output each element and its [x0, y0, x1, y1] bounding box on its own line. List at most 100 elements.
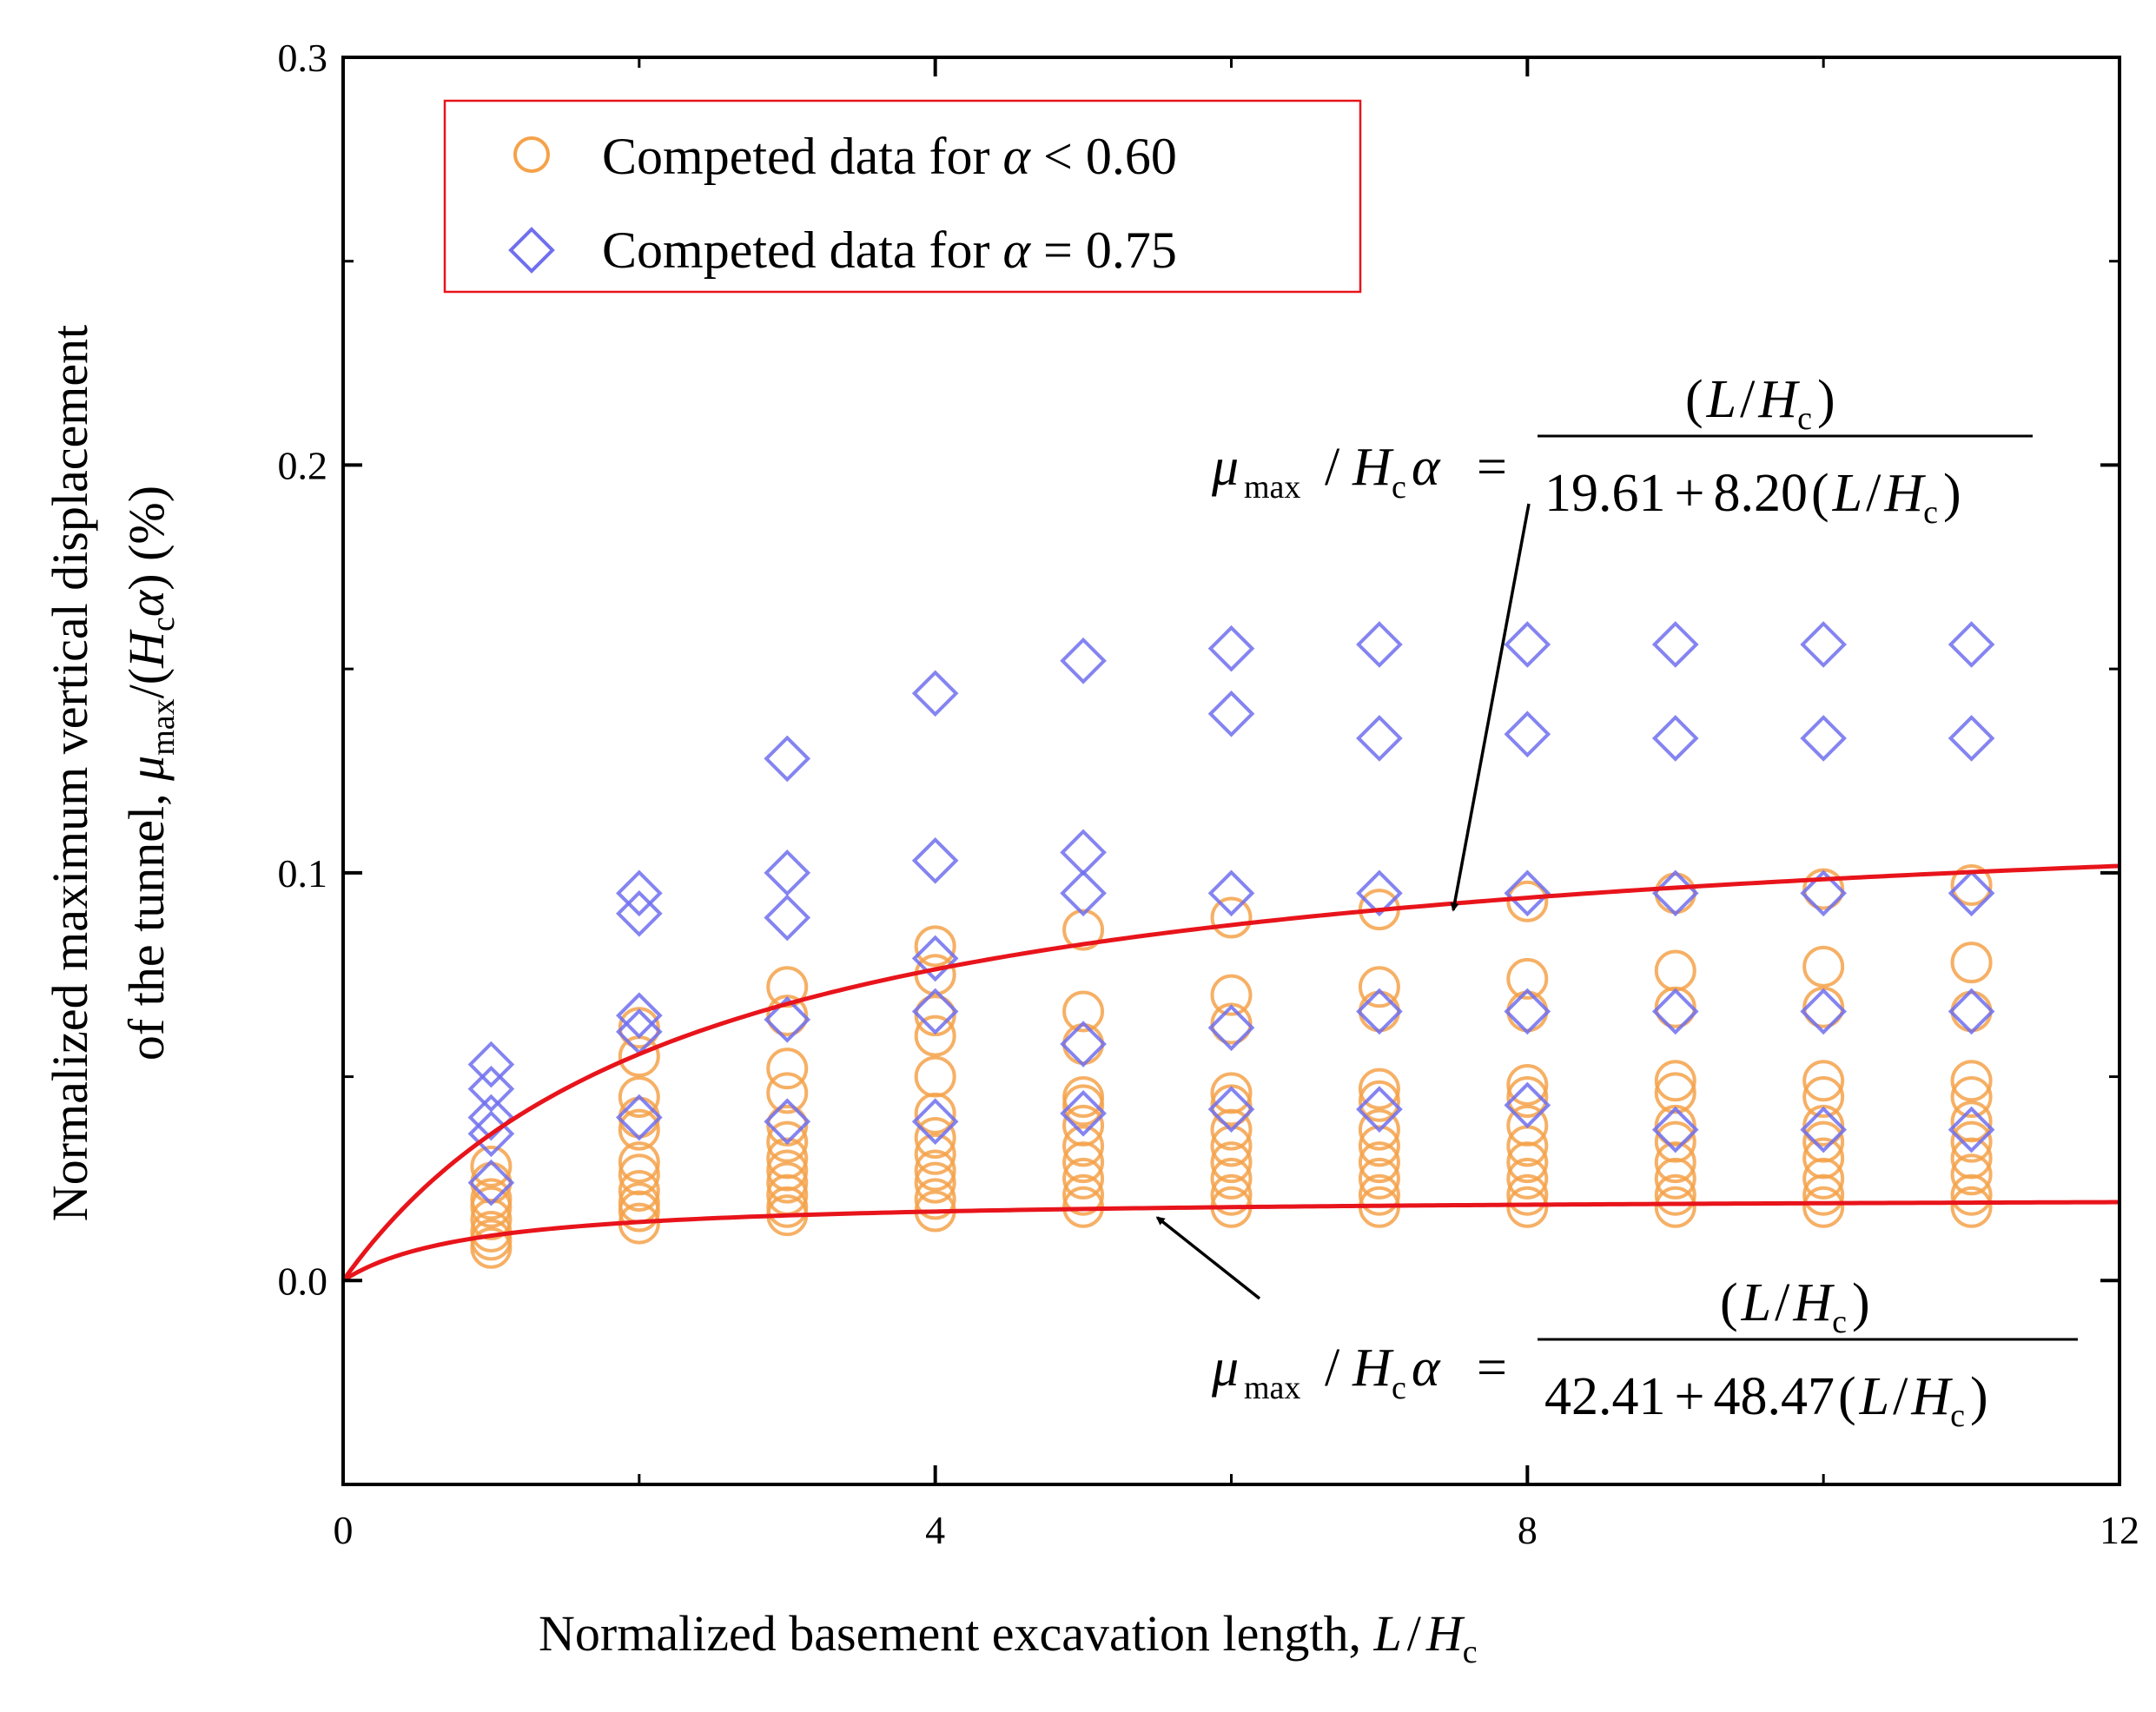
legend-marker-diamond: [508, 227, 555, 274]
circle-point-0-42: [914, 925, 956, 968]
svg-text:=: =: [1477, 1339, 1507, 1398]
x-tick-label: 4: [925, 1508, 945, 1552]
circle-point-0-119: [1950, 863, 1993, 906]
y-tick-label: 0.1: [278, 851, 328, 896]
diamond-point-1-44: [1651, 621, 1699, 668]
diamond-point-1-5: [616, 1094, 663, 1141]
circle-point-0-111: [1950, 1153, 1993, 1196]
circle-point-0-53: [1062, 909, 1105, 951]
circle-point-0-85: [1506, 957, 1549, 1000]
diamond-point-1-53: [1948, 715, 1995, 762]
diamond-point-1-12: [764, 894, 811, 942]
legend-entry-2: Competed data for α = 0.75: [602, 221, 1177, 279]
circle-point-0-68: [1358, 1141, 1400, 1184]
diamond-point-1-30: [1356, 1086, 1403, 1133]
diamond-point-1-33: [1356, 715, 1403, 762]
fit-curve-layer: [341, 863, 2120, 1283]
circle-point-0-58: [1210, 1125, 1253, 1167]
diamond-point-1-43: [1651, 715, 1699, 762]
circle-point-0-44: [1062, 1173, 1105, 1216]
equation-upper: μ max / H c α = (L/Hc) 19.61 +8.20(L/Hc): [1211, 370, 2033, 912]
circle-point-0-63: [1210, 974, 1253, 1016]
circle-point-0-52: [1062, 990, 1105, 1033]
circle-point-0-25: [766, 1120, 809, 1163]
circle-point-0-14: [618, 1108, 660, 1151]
circle-point-0-56: [1210, 1157, 1253, 1200]
diamond-point-1-20: [1060, 1089, 1107, 1137]
circle-point-0-27: [766, 1072, 809, 1114]
diamond-point-1-10: [764, 1098, 811, 1146]
diamond-point-1-31: [1356, 988, 1403, 1035]
svg-text:(L/Hc): (L/Hc): [1685, 370, 1835, 437]
circle-point-0-74: [1358, 966, 1400, 1008]
data-layer: [467, 621, 1995, 1269]
circle-point-0-66: [1358, 1173, 1400, 1216]
circle-point-0-115: [1950, 1076, 1993, 1119]
legend-marker-circle: [513, 136, 550, 173]
circle-point-0-71: [1358, 1080, 1400, 1122]
circle-point-0-93: [1654, 1072, 1696, 1114]
svg-text:μ: μ: [1211, 1339, 1239, 1398]
y-axis-title-line1: Normalized maximum vertical displacement: [42, 325, 98, 1221]
circle-point-0-78: [1506, 1157, 1549, 1200]
circle-point-0-36: [914, 1116, 956, 1159]
svg-text:α: α: [1412, 1339, 1441, 1398]
diamond-point-1-38: [1504, 711, 1551, 758]
svg-text:=: =: [1477, 438, 1507, 497]
diamond-point-1-25: [1207, 1086, 1255, 1133]
diamond-point-1-34: [1356, 621, 1403, 668]
legend-box: [443, 99, 1362, 294]
circle-point-0-98: [1802, 1186, 1845, 1228]
circle-point-0-13: [618, 1141, 660, 1184]
diamond-point-1-2: [467, 1094, 515, 1141]
circle-point-0-88: [1654, 1173, 1696, 1216]
circle-point-0-57: [1210, 1141, 1253, 1184]
circle-point-0-24: [766, 1137, 809, 1180]
y-axis-title-line2: of the tunnel, μmax/(Hcα) (%): [118, 486, 182, 1061]
diamond-point-1-32: [1356, 869, 1403, 917]
diamond-point-1-36: [1504, 988, 1551, 1035]
circle-point-0-89: [1654, 1157, 1696, 1200]
diamond-point-1-28: [1207, 690, 1255, 737]
diamond-point-1-4: [467, 1041, 515, 1088]
diamond-point-1-29: [1207, 625, 1255, 672]
circle-point-0-102: [1802, 1120, 1845, 1163]
circle-point-0-23: [766, 1149, 809, 1192]
svg-text:/: /: [1325, 438, 1340, 497]
circle-point-0-5: [470, 1178, 513, 1220]
diamond-point-1-39: [1504, 621, 1551, 668]
legend: Competed data for α < 0.60 Competed data…: [443, 99, 1362, 294]
svg-text:α: α: [1412, 438, 1441, 497]
circle-point-0-16: [618, 1076, 660, 1119]
circle-point-0-77: [1506, 1173, 1549, 1216]
y-tick-label: 0.2: [278, 443, 328, 487]
diamond-point-1-41: [1651, 988, 1699, 1035]
circle-point-0-97: [1654, 872, 1696, 915]
circle-point-0-67: [1358, 1157, 1400, 1200]
circle-point-0-38: [914, 1055, 956, 1098]
diamond-point-1-19: [911, 670, 959, 717]
diamond-point-1-22: [1060, 869, 1107, 917]
diamond-point-1-54: [1948, 621, 1995, 668]
circle-point-0-118: [1950, 942, 1993, 984]
circle-point-0-70: [1358, 1108, 1400, 1151]
y-tick-label: 0.3: [278, 36, 328, 80]
circle-point-0-82: [1506, 1076, 1549, 1119]
circle-point-0-39: [914, 1015, 956, 1057]
diamond-point-1-45: [1800, 1106, 1847, 1153]
tick-layer: 0 4 8 12 0.0 0.1 0.2 0.3: [278, 36, 2140, 1552]
equation-lower: μ max / H c α = (L/Hc) 42.41 +48.47(L/Hc): [1155, 1216, 2078, 1434]
circle-point-0-101: [1802, 1137, 1845, 1180]
svg-text:max: max: [1244, 1370, 1300, 1406]
diamond-point-1-35: [1504, 1081, 1551, 1129]
diamond-point-1-21: [1060, 1021, 1107, 1068]
diamond-point-1-9: [616, 869, 663, 917]
circle-point-0-48: [1062, 1104, 1105, 1147]
diamond-point-1-8: [616, 889, 663, 937]
circle-point-0-76: [1506, 1186, 1549, 1228]
circle-point-0-55: [1210, 1173, 1253, 1216]
diamond-point-1-50: [1948, 1106, 1995, 1153]
svg-text:42.41+48.47(L/Hc): 42.41 +48.47(L/Hc): [1544, 1367, 1988, 1434]
diamond-point-1-49: [1800, 621, 1847, 668]
